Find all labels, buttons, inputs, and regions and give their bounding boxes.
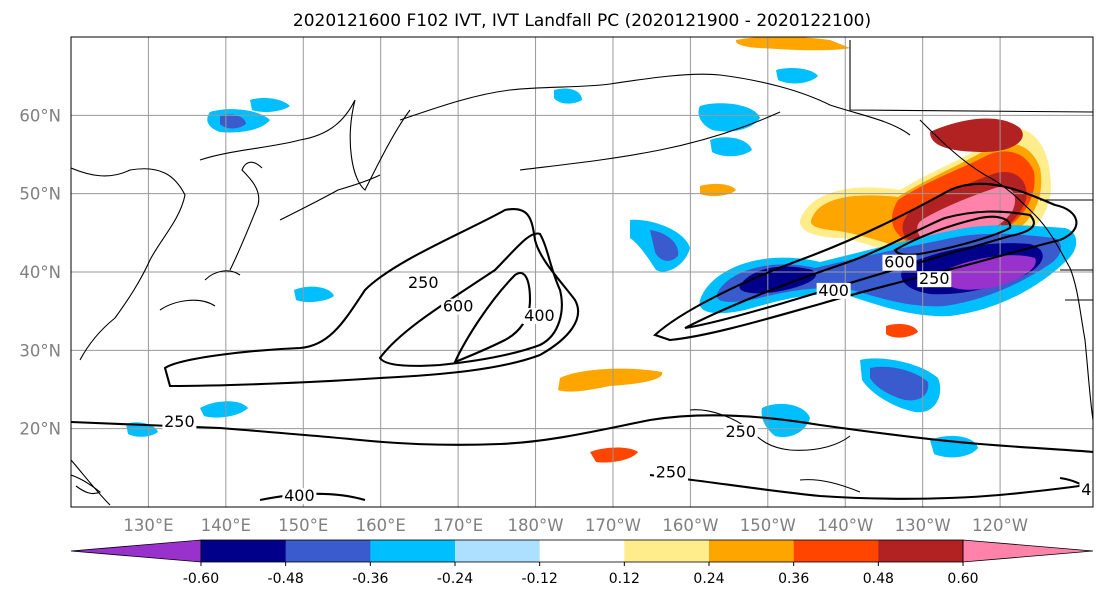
negative-anomaly-region — [650, 230, 679, 261]
colorbar-tick-label: 0.24 — [693, 571, 724, 587]
coastlines — [71, 40, 1093, 506]
colorbar-extend-low — [70, 539, 202, 563]
ivt-contours — [71, 182, 1093, 502]
colorbar-tick-label: -0.12 — [522, 571, 558, 587]
positive-anomaly-region — [558, 368, 663, 392]
longitude-tick-label: 160°E — [356, 516, 406, 535]
positive-anomaly-region — [735, 37, 850, 51]
contour-label: 250 — [919, 269, 950, 288]
colorbar-bin — [624, 540, 710, 562]
contour-label-background — [723, 423, 758, 440]
colorbar-bin — [201, 540, 287, 562]
negative-anomaly-region — [698, 103, 760, 132]
positive-anomaly-region — [917, 186, 1016, 245]
negative-anomaly-region — [200, 401, 248, 418]
contour-label: 400 — [818, 281, 849, 300]
contour-400 — [378, 232, 563, 367]
colorbar-bin — [878, 540, 964, 562]
contour-400 — [684, 210, 1035, 330]
map-frame — [70, 36, 1094, 508]
contour-250 — [649, 473, 1093, 500]
latitude-tick-label: 50°N — [19, 185, 61, 204]
positive-anomaly-region — [700, 183, 736, 197]
latitude-tick-label: 60°N — [19, 106, 61, 125]
contour-250 — [71, 414, 1093, 454]
colorbar-tick-label: -0.36 — [352, 571, 388, 587]
ivt-anomaly-fills — [126, 37, 1077, 463]
positive-anomaly-region — [886, 324, 918, 338]
longitude-tick-label: 120°W — [972, 516, 1028, 535]
negative-anomaly-region — [870, 366, 929, 401]
colorbar-bin — [370, 540, 456, 562]
longitude-tick-label: 170°E — [433, 516, 483, 535]
negative-anomaly-region — [776, 68, 818, 84]
contour-label: 250 — [656, 463, 687, 482]
colorbar-tick-label: -0.48 — [268, 571, 304, 587]
contour-600 — [893, 215, 1012, 256]
contour-label: 250 — [164, 412, 195, 431]
contour-label-background — [522, 308, 557, 324]
longitude-tick-label: 130°E — [123, 516, 173, 535]
longitude-tick-label: 140°E — [201, 516, 251, 535]
contour-600 — [452, 272, 532, 364]
colorbar: -0.60 -0.48 -0.36 -0.24 -0.12 0.12 0.24 0.36 0.4… — [70, 539, 1094, 587]
colorbar-bin — [455, 540, 541, 562]
contour-label: 400 — [284, 486, 315, 505]
longitude-tick-label: 130°W — [895, 516, 951, 535]
contour-label: 600 — [884, 253, 915, 272]
positive-anomaly-region — [590, 447, 638, 463]
longitude-tick-labels: 130°E 140°E 150°E 160°E 170°E 180°W 170°W 160°W… — [123, 516, 1028, 535]
colorbar-tick-label: 0.36 — [778, 571, 809, 587]
contour-label: 600 — [443, 297, 474, 316]
contour-label-background — [882, 254, 917, 271]
negative-anomaly-region — [710, 137, 752, 157]
latitude-tick-labels: 20°N 30°N 40°N 50°N 60°N — [19, 106, 61, 438]
longitude-tick-label: 160°W — [662, 516, 718, 535]
colorbar-bin — [709, 540, 795, 562]
colorbar-tick-label: -0.60 — [183, 571, 219, 587]
colorbar-tick-label: -0.24 — [437, 571, 473, 587]
colorbar-bin — [285, 540, 371, 562]
contour-label-background — [406, 275, 441, 292]
contour-label: 250 — [408, 273, 439, 292]
contour-label-background — [917, 271, 952, 288]
contour-label-background — [441, 298, 476, 315]
latitude-tick-label: 20°N — [19, 420, 61, 439]
colorbar-extend-high — [962, 539, 1094, 563]
contour-label-background — [162, 413, 197, 430]
longitude-tick-label: 170°W — [585, 516, 641, 535]
contour-label-background — [654, 464, 689, 481]
longitude-tick-label: 140°W — [817, 516, 873, 535]
colorbar-tick-label: 0.48 — [863, 571, 894, 587]
contour-label-background — [1079, 481, 1093, 498]
contour-250 — [163, 207, 580, 388]
positive-anomaly-region — [930, 118, 1023, 152]
longitude-tick-label: 150°E — [278, 516, 328, 535]
colorbar-frame — [200, 539, 964, 563]
map-title: 2020121600 F102 IVT, IVT Landfall PC (20… — [293, 11, 871, 31]
longitude-tick-label: 180°W — [508, 516, 564, 535]
negative-anomaly-region — [294, 286, 334, 303]
negative-anomaly-region — [554, 88, 582, 104]
longitude-tick-label: 150°W — [740, 516, 796, 535]
contour-label: 40 — [1081, 480, 1101, 499]
latitude-tick-label: 30°N — [19, 341, 61, 360]
negative-anomaly-region — [739, 266, 816, 294]
colorbar-tick-label: 0.60 — [947, 571, 978, 587]
contour-label: 250 — [725, 422, 756, 441]
negative-anomaly-region — [220, 114, 246, 129]
colorbar-tick-label: 0.12 — [609, 571, 640, 587]
contour-label: 400 — [524, 306, 555, 325]
contour-label-background — [816, 282, 851, 299]
contour-250 — [652, 182, 1078, 342]
contour-label-background — [282, 488, 317, 505]
colorbar-bin — [539, 540, 625, 562]
latitude-tick-label: 40°N — [19, 263, 61, 282]
colorbar-bin — [793, 540, 879, 562]
negative-anomaly-region — [250, 98, 290, 113]
